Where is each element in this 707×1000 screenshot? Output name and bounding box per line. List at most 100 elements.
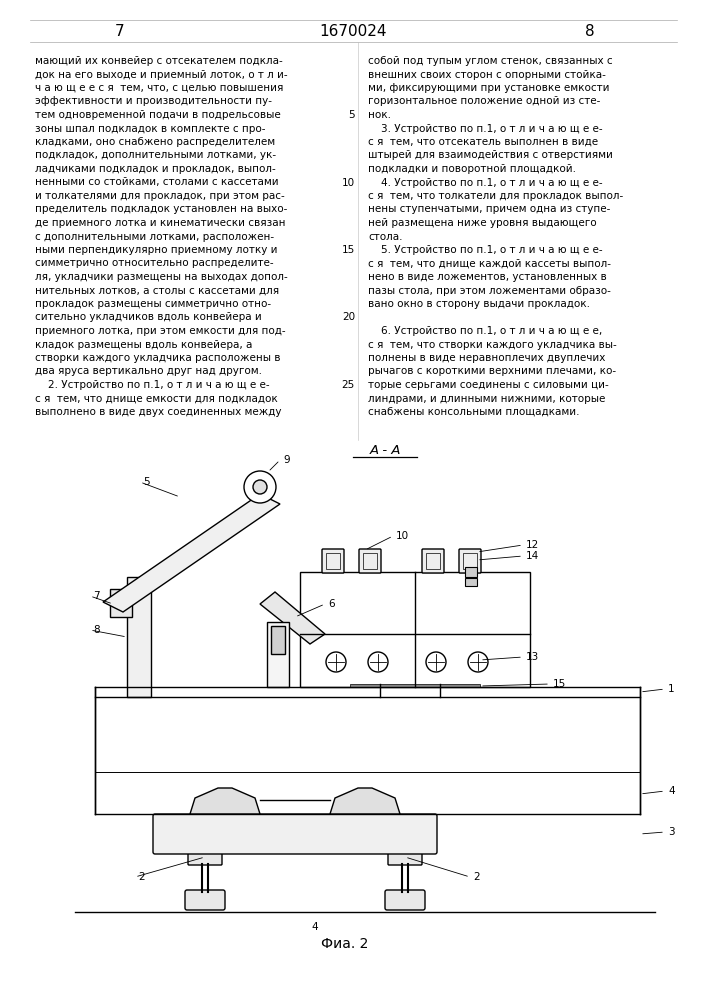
Text: с я  тем, что створки каждого укладчика вы-: с я тем, что створки каждого укладчика в…: [368, 340, 617, 350]
Text: выполнено в виде двух соединенных между: выполнено в виде двух соединенных между: [35, 407, 281, 417]
Text: 3: 3: [668, 827, 674, 837]
Text: 12: 12: [526, 540, 539, 550]
Text: док на его выходе и приемный лоток, о т л и-: док на его выходе и приемный лоток, о т …: [35, 70, 288, 80]
Text: 10: 10: [396, 531, 409, 541]
Text: подкладок, дополнительными лотками, ук-: подкладок, дополнительными лотками, ук-: [35, 150, 276, 160]
Text: стола.: стола.: [368, 232, 402, 241]
Circle shape: [244, 471, 276, 503]
Text: ля, укладчики размещены на выходах допол-: ля, укладчики размещены на выходах допол…: [35, 272, 288, 282]
Text: подкладки и поворотной площадкой.: подкладки и поворотной площадкой.: [368, 164, 576, 174]
Polygon shape: [330, 788, 400, 814]
Text: А - А: А - А: [369, 444, 401, 456]
Text: Фиа. 2: Фиа. 2: [321, 937, 368, 951]
Polygon shape: [350, 684, 480, 687]
Text: 4: 4: [668, 786, 674, 796]
Text: зоны шпал подкладок в комплекте с про-: зоны шпал подкладок в комплекте с про-: [35, 123, 266, 133]
Text: 8: 8: [93, 625, 100, 635]
Text: собой под тупым углом стенок, связанных с: собой под тупым углом стенок, связанных …: [368, 56, 613, 66]
Text: 4: 4: [312, 922, 318, 932]
Text: 8: 8: [585, 24, 595, 39]
Text: внешних своих сторон с опорными стойка-: внешних своих сторон с опорными стойка-: [368, 70, 606, 80]
Text: 1: 1: [668, 684, 674, 694]
Text: эффективности и производительности пу-: эффективности и производительности пу-: [35, 97, 272, 106]
Text: приемного лотка, при этом емкости для под-: приемного лотка, при этом емкости для по…: [35, 326, 286, 336]
Text: 6. Устройство по п.1, о т л и ч а ю щ е е,: 6. Устройство по п.1, о т л и ч а ю щ е …: [368, 326, 602, 336]
FancyBboxPatch shape: [267, 622, 289, 687]
Text: 14: 14: [526, 551, 539, 561]
Text: 3. Устройство по п.1, о т л и ч а ю щ е е-: 3. Устройство по п.1, о т л и ч а ю щ е …: [368, 123, 602, 133]
Text: мающий их конвейер с отсекателем подкла-: мающий их конвейер с отсекателем подкла-: [35, 56, 283, 66]
Text: кладками, оно снабжено распределителем: кладками, оно снабжено распределителем: [35, 137, 275, 147]
Text: два яруса вертикально друг над другом.: два яруса вертикально друг над другом.: [35, 366, 262, 376]
Text: горизонтальное положение одной из сте-: горизонтальное положение одной из сте-: [368, 97, 600, 106]
FancyBboxPatch shape: [188, 853, 222, 865]
Text: с дополнительными лотками, расположен-: с дополнительными лотками, расположен-: [35, 232, 274, 241]
Text: 5: 5: [349, 110, 355, 120]
Text: ными перпендикулярно приемному лотку и: ными перпендикулярно приемному лотку и: [35, 245, 278, 255]
Text: нено в виде ложементов, установленных в: нено в виде ложементов, установленных в: [368, 272, 607, 282]
Text: 2: 2: [138, 872, 145, 882]
FancyBboxPatch shape: [385, 890, 425, 910]
Polygon shape: [103, 494, 280, 612]
Text: 10: 10: [342, 178, 355, 188]
Text: 7: 7: [93, 591, 100, 601]
Text: 6: 6: [328, 599, 334, 609]
Text: 5. Устройство по п.1, о т л и ч а ю щ е е-: 5. Устройство по п.1, о т л и ч а ю щ е …: [368, 245, 602, 255]
Text: 9: 9: [283, 455, 290, 465]
Text: полнены в виде неравноплечих двуплечих: полнены в виде неравноплечих двуплечих: [368, 353, 605, 363]
Text: нительных лотков, а столы с кассетами для: нительных лотков, а столы с кассетами дл…: [35, 286, 279, 296]
FancyBboxPatch shape: [388, 853, 422, 865]
Text: ней размещена ниже уровня выдающего: ней размещена ниже уровня выдающего: [368, 218, 597, 228]
FancyBboxPatch shape: [465, 578, 477, 586]
Text: кладок размещены вдоль конвейера, а: кладок размещены вдоль конвейера, а: [35, 340, 252, 350]
Polygon shape: [190, 788, 260, 814]
Text: 5: 5: [143, 477, 150, 487]
Text: створки каждого укладчика расположены в: створки каждого укладчика расположены в: [35, 353, 281, 363]
FancyBboxPatch shape: [110, 589, 132, 617]
Text: прокладок размещены симметрично отно-: прокладок размещены симметрично отно-: [35, 299, 271, 309]
Text: пределитель подкладок установлен на выхо-: пределитель подкладок установлен на выхо…: [35, 205, 287, 215]
Text: линдрами, и длинными нижними, которые: линдрами, и длинными нижними, которые: [368, 393, 605, 403]
FancyBboxPatch shape: [322, 549, 344, 573]
Text: тем одновременной подачи в подрельсовые: тем одновременной подачи в подрельсовые: [35, 110, 281, 120]
Text: ч а ю щ е е с я  тем, что, с целью повышения: ч а ю щ е е с я тем, что, с целью повыше…: [35, 83, 284, 93]
Text: с я  тем, что отсекатель выполнен в виде: с я тем, что отсекатель выполнен в виде: [368, 137, 598, 147]
Text: с я  тем, что толкатели для прокладок выпол-: с я тем, что толкатели для прокладок вып…: [368, 191, 624, 201]
Text: ми, фиксирующими при установке емкости: ми, фиксирующими при установке емкости: [368, 83, 609, 93]
Text: симметрично относительно распределите-: симметрично относительно распределите-: [35, 258, 274, 268]
Text: 2. Устройство по п.1, о т л и ч а ю щ е е-: 2. Устройство по п.1, о т л и ч а ю щ е …: [35, 380, 269, 390]
FancyBboxPatch shape: [465, 567, 477, 577]
Text: ладчиками подкладок и прокладок, выпол-: ладчиками подкладок и прокладок, выпол-: [35, 164, 276, 174]
Text: сительно укладчиков вдоль конвейера и: сительно укладчиков вдоль конвейера и: [35, 312, 262, 322]
FancyBboxPatch shape: [185, 890, 225, 910]
Text: пазы стола, при этом ложементами образо-: пазы стола, при этом ложементами образо-: [368, 286, 611, 296]
Text: де приемного лотка и кинематически связан: де приемного лотка и кинематически связа…: [35, 218, 286, 228]
Text: 1670024: 1670024: [320, 24, 387, 39]
Text: рычагов с короткими верхними плечами, ко-: рычагов с короткими верхними плечами, ко…: [368, 366, 616, 376]
Text: 25: 25: [341, 380, 355, 390]
Text: нены ступенчатыми, причем одна из ступе-: нены ступенчатыми, причем одна из ступе-: [368, 205, 610, 215]
Text: 2: 2: [473, 872, 479, 882]
Text: 20: 20: [342, 312, 355, 322]
Text: 13: 13: [526, 652, 539, 662]
Text: нок.: нок.: [368, 110, 391, 120]
Text: с я  тем, что днище емкости для подкладок: с я тем, что днище емкости для подкладок: [35, 393, 278, 403]
Text: штырей для взаимодействия с отверстиями: штырей для взаимодействия с отверстиями: [368, 150, 613, 160]
FancyBboxPatch shape: [153, 814, 437, 854]
Circle shape: [253, 480, 267, 494]
Text: с я  тем, что днище каждой кассеты выпол-: с я тем, что днище каждой кассеты выпол-: [368, 258, 611, 268]
Text: торые серьгами соединены с силовыми ци-: торые серьгами соединены с силовыми ци-: [368, 380, 609, 390]
FancyBboxPatch shape: [359, 549, 381, 573]
Polygon shape: [260, 592, 325, 644]
FancyBboxPatch shape: [422, 549, 444, 573]
FancyBboxPatch shape: [271, 626, 285, 654]
Text: вано окно в сторону выдачи прокладок.: вано окно в сторону выдачи прокладок.: [368, 299, 590, 309]
Text: 7: 7: [115, 24, 125, 39]
Text: ненными со стойками, столами с кассетами: ненными со стойками, столами с кассетами: [35, 178, 279, 188]
FancyBboxPatch shape: [459, 549, 481, 573]
Text: снабжены консольными площадками.: снабжены консольными площадками.: [368, 407, 580, 417]
Text: 15: 15: [341, 245, 355, 255]
Text: 15: 15: [553, 679, 566, 689]
FancyBboxPatch shape: [127, 577, 151, 697]
Text: 4. Устройство по п.1, о т л и ч а ю щ е е-: 4. Устройство по п.1, о т л и ч а ю щ е …: [368, 178, 602, 188]
